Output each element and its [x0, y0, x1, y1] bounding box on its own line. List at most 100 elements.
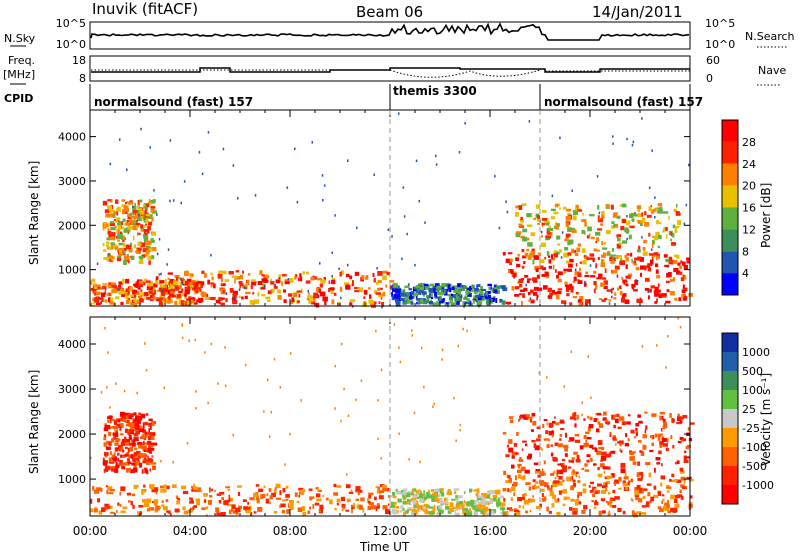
data-cell	[444, 283, 450, 287]
data-cell	[416, 503, 419, 508]
data-cell	[148, 247, 153, 252]
data-cell	[175, 276, 179, 281]
data-cell	[141, 469, 144, 474]
data-cell	[549, 292, 553, 296]
data-cell	[417, 496, 419, 499]
data-cell	[166, 485, 170, 490]
data-cell	[624, 254, 628, 259]
data-cell	[530, 499, 535, 502]
data-cell	[522, 236, 528, 242]
data-cell	[407, 283, 410, 286]
data-cell	[139, 428, 145, 433]
data-cell	[151, 293, 155, 297]
noise-cell	[198, 151, 201, 154]
data-cell	[664, 264, 670, 268]
data-cell	[151, 232, 157, 236]
data-cell	[518, 419, 520, 422]
data-cell	[279, 490, 282, 496]
data-cell	[193, 486, 198, 490]
data-cell	[468, 290, 472, 294]
data-cell	[194, 286, 196, 292]
data-cell	[237, 491, 241, 496]
data-cell	[581, 509, 586, 514]
data-cell	[556, 511, 561, 516]
data-cell	[534, 265, 540, 271]
data-cell	[151, 455, 154, 458]
data-cell	[462, 287, 465, 291]
data-cell	[651, 413, 657, 417]
noise-cell	[156, 213, 158, 216]
data-cell	[511, 455, 515, 459]
data-cell	[536, 426, 541, 429]
data-cell	[438, 505, 442, 510]
noise-cell	[287, 278, 290, 281]
noise-cell	[356, 226, 358, 230]
data-cell	[103, 442, 107, 447]
data-cell	[652, 235, 655, 238]
data-cell	[646, 501, 650, 505]
data-cell	[108, 492, 114, 495]
data-cell	[349, 302, 353, 306]
data-cell	[648, 472, 652, 477]
data-cell	[506, 507, 512, 510]
data-cell	[273, 511, 278, 514]
data-cell	[602, 466, 608, 470]
data-cell	[631, 285, 635, 290]
data-cell	[193, 483, 195, 487]
y-tick-label: 2000	[58, 219, 86, 232]
data-cell	[544, 473, 546, 476]
data-cell	[216, 512, 222, 516]
data-cell	[143, 502, 150, 507]
data-cell	[612, 437, 617, 441]
data-cell	[302, 512, 306, 517]
data-cell	[683, 459, 689, 463]
data-cell	[143, 484, 146, 488]
data-cell	[661, 500, 664, 504]
data-cell	[677, 494, 683, 498]
data-cell	[131, 255, 135, 260]
data-cell	[679, 265, 683, 270]
data-cell	[393, 286, 398, 289]
noise-cell	[424, 221, 426, 224]
data-cell	[463, 491, 466, 494]
data-cell	[402, 301, 406, 305]
data-cell	[406, 508, 412, 511]
data-cell	[377, 287, 380, 291]
data-cell	[106, 257, 109, 262]
data-cell	[250, 300, 254, 305]
data-cell	[138, 256, 144, 259]
data-cell	[621, 277, 624, 280]
noise-cell	[589, 264, 592, 267]
velocity-ylabel: Slant Range [km]	[27, 370, 41, 474]
data-cell	[138, 280, 144, 285]
data-cell	[651, 256, 654, 262]
data-cell	[631, 218, 635, 222]
data-cell	[664, 507, 670, 511]
noise-cell	[158, 238, 161, 241]
data-cell	[135, 290, 140, 295]
data-cell	[583, 435, 587, 439]
data-cell	[521, 466, 526, 471]
data-cell	[122, 455, 125, 458]
data-cell	[603, 252, 607, 256]
data-cell	[120, 463, 125, 466]
data-cell	[566, 293, 570, 297]
data-cell	[617, 237, 621, 242]
data-cell	[136, 251, 141, 255]
data-cell	[315, 302, 320, 308]
data-cell	[336, 498, 341, 503]
data-cell	[220, 512, 226, 516]
data-cell	[260, 494, 264, 499]
noise-cell	[289, 432, 291, 436]
data-cell	[554, 203, 559, 208]
data-cell	[616, 243, 621, 249]
data-cell	[284, 279, 289, 282]
data-cell	[421, 291, 427, 295]
data-cell	[129, 469, 135, 473]
data-cell	[543, 482, 549, 486]
data-cell	[376, 503, 380, 506]
data-cell	[621, 203, 627, 208]
data-cell	[578, 501, 582, 505]
data-cell	[287, 293, 293, 297]
